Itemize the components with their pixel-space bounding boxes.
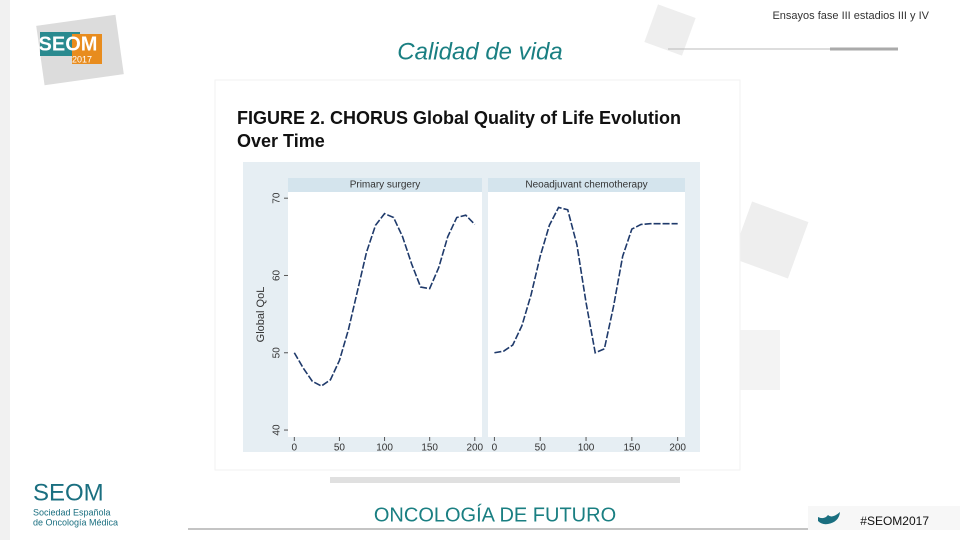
- x-tick-label: 200: [466, 443, 483, 454]
- figure-title: Over Time: [237, 131, 325, 151]
- plot-area: [288, 192, 482, 437]
- x-tick-label: 0: [292, 443, 298, 454]
- x-tick-label: 200: [669, 443, 686, 454]
- y-tick-label: 40: [272, 424, 283, 436]
- plot-area: [488, 192, 685, 437]
- strip: [288, 178, 482, 192]
- org-name: SEOM: [33, 479, 104, 506]
- side-strip: [0, 0, 10, 540]
- org-sub: de Oncología Médica: [33, 517, 118, 527]
- x-tick-label: 150: [624, 443, 641, 454]
- x-tick-label: 50: [535, 443, 547, 454]
- seom-badge: SEOM 2017: [36, 14, 124, 86]
- x-tick-label: 50: [334, 443, 346, 454]
- panel-title: Primary surgery: [350, 180, 421, 191]
- decor-cubes: [644, 4, 809, 390]
- y-tick-label: 50: [272, 347, 283, 359]
- figure-title: FIGURE 2. CHORUS Global Quality of Life …: [237, 108, 681, 128]
- panel-title: Neoadjuvant chemotherapy: [525, 180, 647, 191]
- tagline: ONCOLOGÍA DE FUTURO: [374, 503, 616, 526]
- bird-icon: [818, 512, 840, 525]
- y-tick-label: 60: [272, 269, 283, 281]
- badge-year: 2017: [72, 54, 92, 64]
- subtitle: Ensayos fase III estadios III y IV: [772, 10, 929, 22]
- data-line: [293, 212, 476, 387]
- x-tick-label: 100: [376, 443, 393, 454]
- x-tick-label: 150: [421, 443, 438, 454]
- x-tick-label: 100: [578, 443, 595, 454]
- badge-name: SEOM: [39, 33, 98, 55]
- slide-title: Calidad de vida: [397, 38, 562, 65]
- x-tick-label: 0: [492, 443, 498, 454]
- y-tick-label: 70: [272, 192, 283, 204]
- y-axis-label: Global QoL: [255, 287, 267, 343]
- org-sub: Sociedad Española: [33, 507, 111, 517]
- charts: Primary surgery 0 50 100 150 200 40 50 60 70 Globa…: [255, 178, 686, 454]
- strip: [488, 178, 685, 192]
- data-line: [494, 206, 678, 354]
- hashtag: #SEOM2017: [860, 514, 929, 528]
